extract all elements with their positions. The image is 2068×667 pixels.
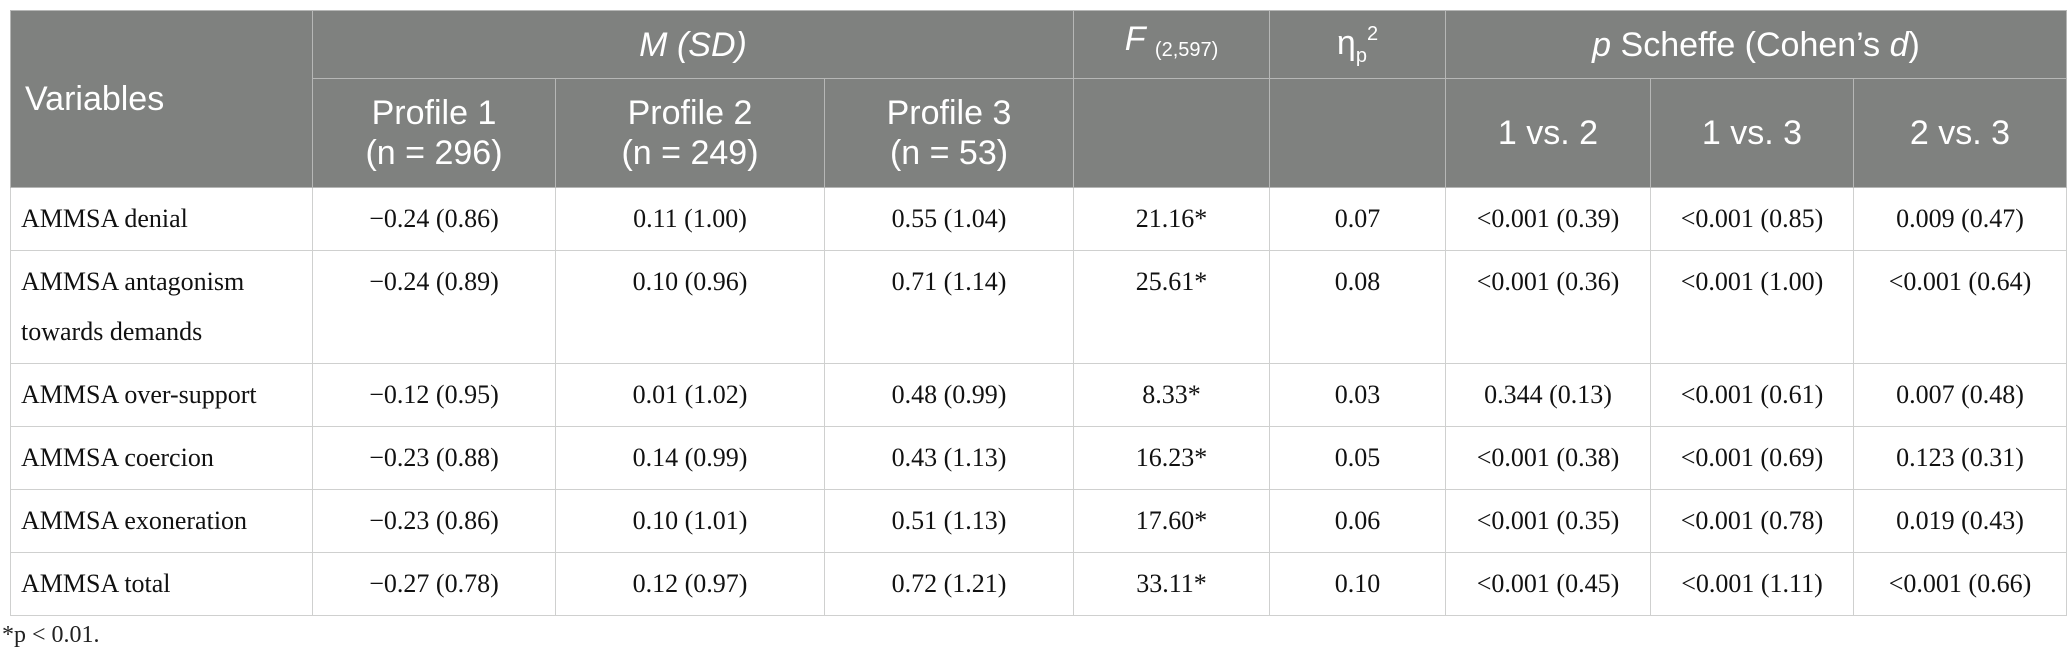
profile-2-value: 0.10 (1.01) — [555, 489, 825, 553]
header-profile-2: Profile 2 (n = 249) — [555, 78, 825, 188]
profile-1-value: −0.24 (0.86) — [312, 187, 556, 251]
header-scheffe-close: ) — [1908, 25, 1920, 64]
profile-3-label: Profile 3 — [886, 94, 1012, 132]
profile-3-value: 0.51 (1.13) — [824, 489, 1074, 553]
cmp-1-3-value: <0.001 (0.69) — [1650, 426, 1854, 490]
header-eta-sup: 2 — [1366, 22, 1379, 45]
table-row: AMMSA denial −0.24 (0.86) 0.11 (1.00) 0.55 … — [10, 187, 2068, 251]
cmp-2-3-value: 0.007 (0.48) — [1852, 363, 2068, 427]
f-value: 16.23* — [1073, 426, 1270, 490]
cmp-2-3-value: 0.123 (0.31) — [1852, 426, 2068, 490]
table-row: AMMSA coercion −0.23 (0.88) 0.14 (0.99) 0.4… — [10, 426, 2068, 490]
cmp-1-2-value: 0.344 (0.13) — [1445, 363, 1651, 427]
eta-value: 0.10 — [1269, 552, 1446, 616]
profile-1-label: Profile 1 — [371, 94, 497, 132]
header-scheffe-p: p — [1592, 25, 1612, 64]
header-f-df: (2,597) — [1154, 39, 1219, 61]
profile-2-label: Profile 2 — [627, 94, 753, 132]
header-scheffe: p Scheffe (Cohen’s d) — [1444, 10, 2068, 79]
variable-label: AMMSA total — [10, 552, 313, 616]
header-row-1: Variables M (SD) F (2,597) ηp2 p Scheffe… — [10, 10, 2068, 188]
profile-2-value: 0.12 (0.97) — [555, 552, 825, 616]
header-f-empty — [1073, 78, 1270, 188]
cmp-1-2-value: <0.001 (0.39) — [1445, 187, 1651, 251]
header-row-2: Profile 1 (n = 296) Profile 2 (n = 249) Pr… — [11, 78, 2068, 188]
cmp-1-3-value: <0.001 (0.78) — [1650, 489, 1854, 553]
f-value: 25.61* — [1073, 250, 1270, 364]
header-variables: Variables — [10, 10, 313, 188]
profile-2-value: 0.10 (0.96) — [555, 250, 825, 364]
profile-1-value: −0.23 (0.88) — [312, 426, 556, 490]
results-table: Variables M (SD) F (2,597) ηp2 p Scheffe… — [10, 10, 2068, 616]
table-row: AMMSA exoneration −0.23 (0.86) 0.10 (1.01)… — [10, 489, 2068, 553]
header-cmp-1-2: 1 vs. 2 — [1445, 78, 1651, 188]
eta-value: 0.08 — [1269, 250, 1446, 364]
header-msd-text: M (SD) — [639, 25, 747, 64]
f-value: 21.16* — [1073, 187, 1270, 251]
cmp-2-3-value: 0.019 (0.43) — [1852, 489, 2068, 553]
profile-3-value: 0.55 (1.04) — [824, 187, 1074, 251]
profile-2-n: (n = 249) — [621, 134, 759, 172]
eta-value: 0.03 — [1269, 363, 1446, 427]
profile-1-value: −0.27 (0.78) — [312, 552, 556, 616]
header-eta: ηp2 — [1269, 10, 1446, 79]
profile-3-value: 0.72 (1.21) — [824, 552, 1074, 616]
profile-2-value: 0.01 (1.02) — [555, 363, 825, 427]
cmp-1-3-value: <0.001 (0.85) — [1650, 187, 1854, 251]
eta-value: 0.07 — [1269, 187, 1446, 251]
cmp-1-2-value: <0.001 (0.38) — [1445, 426, 1651, 490]
header-eta-sub: p — [1355, 44, 1367, 67]
profile-3-value: 0.43 (1.13) — [824, 426, 1074, 490]
variable-label: AMMSA over-support — [10, 363, 313, 427]
cmp-1-2-value: <0.001 (0.45) — [1445, 552, 1651, 616]
cmp-1-2-value: <0.001 (0.36) — [1445, 250, 1651, 364]
f-value: 33.11* — [1073, 552, 1270, 616]
table-row: AMMSA over-support −0.12 (0.95) 0.01 (1.02… — [10, 363, 2068, 427]
profile-1-value: −0.12 (0.95) — [312, 363, 556, 427]
table-row: AMMSA antagonism towards demands −0.24 (0… — [10, 250, 2068, 364]
variable-label: AMMSA denial — [10, 187, 313, 251]
header-eta-empty — [1269, 78, 1446, 188]
cmp-2-3-value: <0.001 (0.64) — [1852, 250, 2068, 364]
header-f: F (2,597) — [1073, 10, 1270, 79]
cmp-2-3-value: <0.001 (0.66) — [1852, 552, 2068, 616]
cmp-1-3-value: <0.001 (1.00) — [1650, 250, 1854, 364]
header-cmp-2-3: 2 vs. 3 — [1852, 78, 2068, 188]
table-footnote: *p < 0.01. — [2, 622, 100, 648]
f-value: 8.33* — [1073, 363, 1270, 427]
cmp-1-2-value: <0.001 (0.35) — [1445, 489, 1651, 553]
eta-value: 0.05 — [1269, 426, 1446, 490]
profile-2-value: 0.14 (0.99) — [555, 426, 825, 490]
cmp-2-3-value: 0.009 (0.47) — [1852, 187, 2068, 251]
header-scheffe-rest: Scheffe (Cohen’s — [1611, 25, 1890, 64]
variable-label: AMMSA antagonism towards demands — [10, 250, 313, 364]
profile-1-value: −0.23 (0.86) — [312, 489, 556, 553]
header-profile-1: Profile 1 (n = 296) — [312, 78, 556, 188]
cmp-1-3-value: <0.001 (0.61) — [1650, 363, 1854, 427]
header-f-label: F — [1124, 20, 1146, 58]
header-msd: M (SD) — [312, 10, 1074, 79]
profile-3-n: (n = 53) — [889, 134, 1009, 172]
eta-value: 0.06 — [1269, 489, 1446, 553]
header-cmp-1-3: 1 vs. 3 — [1650, 78, 1854, 188]
profile-3-value: 0.48 (0.99) — [824, 363, 1074, 427]
variable-label: AMMSA coercion — [10, 426, 313, 490]
header-eta-base: η — [1336, 23, 1356, 62]
profile-3-value: 0.71 (1.14) — [824, 250, 1074, 364]
header-profile-3: Profile 3 (n = 53) — [824, 78, 1074, 188]
table-row: AMMSA total −0.27 (0.78) 0.12 (0.97) 0.72 (… — [10, 552, 2068, 616]
header-scheffe-d: d — [1889, 25, 1909, 64]
profile-1-value: −0.24 (0.89) — [312, 250, 556, 364]
cmp-1-3-value: <0.001 (1.11) — [1650, 552, 1854, 616]
results-table-container: Variables M (SD) F (2,597) ηp2 p Scheffe… — [10, 10, 2068, 616]
table-body: AMMSA denial −0.24 (0.86) 0.11 (1.00) 0.55 … — [10, 187, 2068, 616]
variable-label: AMMSA exoneration — [10, 489, 313, 553]
profile-1-n: (n = 296) — [365, 134, 503, 172]
profile-2-value: 0.11 (1.00) — [555, 187, 825, 251]
f-value: 17.60* — [1073, 489, 1270, 553]
